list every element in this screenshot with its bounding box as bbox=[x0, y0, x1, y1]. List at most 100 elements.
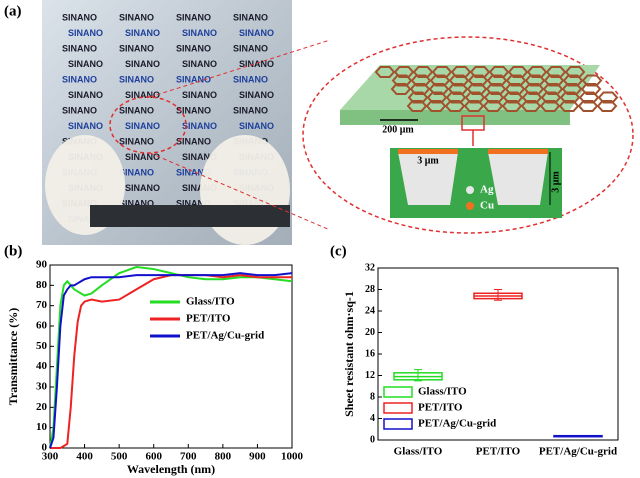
x-tick-label: 600 bbox=[145, 451, 162, 463]
photo-text: SINANO bbox=[119, 198, 154, 208]
x-tick-label: PET/ITO bbox=[476, 446, 521, 458]
series-line bbox=[49, 272, 293, 449]
photo-text: SINANO bbox=[119, 167, 154, 177]
photo-text: SINANO bbox=[119, 43, 154, 53]
mesh-cell bbox=[597, 91, 619, 104]
zoom-circle bbox=[302, 36, 634, 234]
mesh-cell bbox=[596, 100, 618, 112]
photo-text: SINANO bbox=[62, 43, 97, 53]
photo-text: SINANO bbox=[68, 28, 103, 38]
photo-text: SINANO bbox=[68, 59, 103, 69]
plot-frame bbox=[49, 264, 293, 449]
photo-text: SINANO bbox=[68, 90, 103, 100]
photo-text: SINANO bbox=[125, 121, 160, 131]
legend-label: Glass/ITO bbox=[418, 386, 467, 398]
legend-label: PET/ITO bbox=[186, 313, 231, 325]
photo-text: SINANO bbox=[239, 90, 274, 100]
legend-label: Glass/ITO bbox=[186, 296, 235, 308]
y-tick-label: 0 bbox=[42, 442, 48, 454]
photo-text: SINANO bbox=[239, 121, 274, 131]
ag-marker bbox=[466, 186, 474, 194]
zoom-line bbox=[149, 152, 331, 231]
photo-text: SINANO bbox=[233, 105, 268, 115]
photo-text: SINANO bbox=[182, 152, 217, 162]
y-tick-label: 20 bbox=[365, 327, 375, 338]
x-tick-label: 300 bbox=[42, 451, 59, 463]
legend-label: PET/Ag/Cu-grid bbox=[418, 418, 496, 430]
mesh-cell bbox=[580, 83, 602, 95]
legend-swatch bbox=[383, 402, 413, 414]
cu-layer bbox=[398, 149, 458, 154]
mesh-cell bbox=[564, 66, 586, 78]
y-tick-label: 0 bbox=[370, 434, 375, 445]
x-tick-label: 500 bbox=[111, 451, 128, 463]
photo-text: SINANO bbox=[182, 183, 217, 193]
ruler bbox=[90, 205, 290, 227]
series-line bbox=[49, 266, 293, 449]
scale-label: 200 μm bbox=[382, 124, 414, 135]
y-tick-label: 28 bbox=[365, 284, 375, 295]
y-tick-label: 50 bbox=[36, 340, 48, 352]
photo-text: SINANO bbox=[119, 74, 154, 84]
y-tick-label: 16 bbox=[365, 348, 375, 359]
photo-text: SINANO bbox=[125, 152, 160, 162]
y-tick-label: 60 bbox=[36, 320, 48, 332]
substrate-side bbox=[340, 110, 570, 125]
photo-text: SINANO bbox=[182, 121, 217, 131]
y-axis-label: Sheet resistant ohm·sq-1 bbox=[342, 291, 356, 417]
panel-label: (a) bbox=[4, 3, 22, 19]
photo-text: SINANO bbox=[62, 12, 97, 22]
mesh bbox=[374, 66, 619, 112]
x-tick-label: PET/Ag/Cu-grid bbox=[539, 446, 617, 458]
legend-label: Ag bbox=[480, 184, 494, 196]
ag-trench bbox=[488, 152, 548, 205]
photo-text: SINANO bbox=[125, 183, 160, 193]
y-tick-label: 4 bbox=[370, 413, 375, 424]
x-tick-label: 800 bbox=[215, 451, 232, 463]
photo-text: SINANO bbox=[119, 105, 154, 115]
photo-text: SINANO bbox=[176, 136, 211, 146]
x-tick-label: 1000 bbox=[281, 451, 304, 463]
photo-text: SINANO bbox=[119, 136, 154, 146]
y-tick-label: 80 bbox=[36, 279, 48, 291]
photo-text: SINANO bbox=[176, 198, 211, 208]
photo-text: SINANO bbox=[68, 121, 103, 131]
photo-text: SINANO bbox=[182, 28, 217, 38]
cu-layer bbox=[488, 149, 548, 154]
y-tick-label: 32 bbox=[365, 262, 375, 273]
photo-text: SINANO bbox=[125, 59, 160, 69]
photo-text: SINANO bbox=[176, 43, 211, 53]
y-tick-label: 70 bbox=[36, 299, 48, 311]
y-tick-label: 20 bbox=[36, 401, 48, 413]
y-tick-label: 24 bbox=[365, 305, 375, 316]
photo-text: SINANO bbox=[239, 59, 274, 69]
y-tick-label: 10 bbox=[36, 421, 48, 433]
legend-swatch bbox=[383, 386, 413, 398]
x-tick-label: 400 bbox=[76, 451, 93, 463]
width-label: 3 μm bbox=[417, 155, 439, 166]
legend-label: PET/Ag/Cu-grid bbox=[186, 330, 264, 342]
photo-text: SINANO bbox=[233, 43, 268, 53]
photo-text: SINANO bbox=[239, 28, 274, 38]
y-tick-label: 8 bbox=[370, 391, 375, 402]
x-axis-label: Wavelength (nm) bbox=[127, 462, 215, 476]
mesh-cell bbox=[581, 74, 603, 87]
zoom-ellipse bbox=[109, 96, 187, 154]
y-tick-label: 12 bbox=[365, 370, 375, 381]
zoom-line bbox=[149, 39, 331, 98]
panel-label: (c) bbox=[330, 243, 347, 259]
photo-text: SINANO bbox=[176, 167, 211, 177]
glove bbox=[200, 135, 290, 245]
legend-label: Cu bbox=[480, 200, 494, 212]
height-label: 3 μm bbox=[550, 171, 561, 193]
ag-trench bbox=[398, 152, 458, 205]
photo-text: SINANO bbox=[176, 12, 211, 22]
photo-text: SINANO bbox=[125, 90, 160, 100]
photo-text: SINANO bbox=[176, 74, 211, 84]
photo-text-group: SINANO SINANO SINANO SINANO SINANO SINANO SINA… bbox=[62, 12, 274, 224]
photo-text: SINANO bbox=[182, 90, 217, 100]
x-tick-label: Glass/ITO bbox=[394, 446, 443, 458]
photo-text: SINANO bbox=[125, 28, 160, 38]
y-tick-label: 30 bbox=[36, 381, 48, 393]
x-tick-label: 700 bbox=[180, 451, 197, 463]
